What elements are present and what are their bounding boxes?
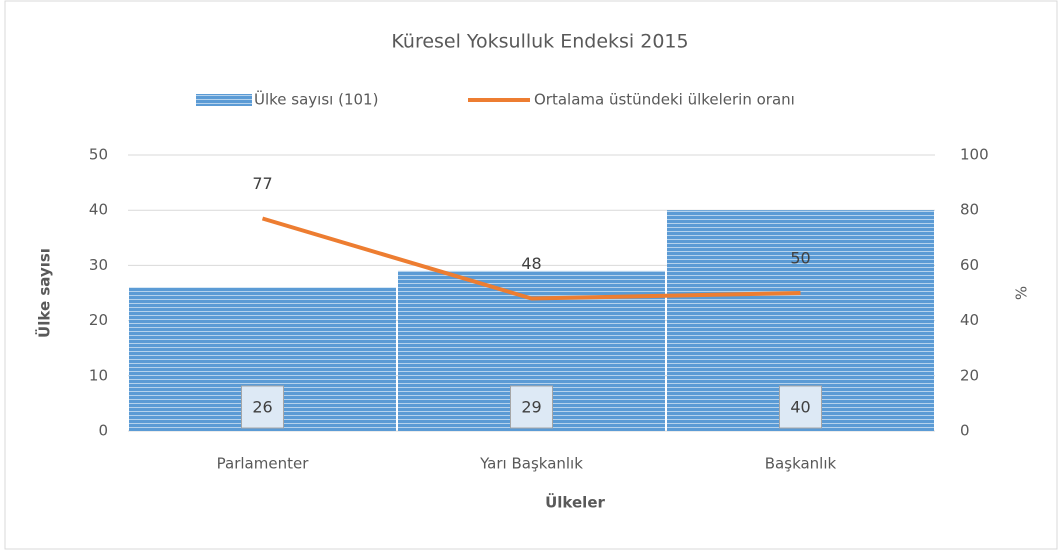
legend-label: Ortalama üstündeki ülkelerin oranı (534, 91, 795, 109)
y2-tick-label: 40 (960, 311, 979, 329)
legend-swatch (196, 94, 252, 106)
data-label-box (779, 385, 822, 429)
chart-title: Küresel Yoksulluk Endeksi 2015 (391, 31, 688, 53)
y-tick-label: 50 (89, 146, 108, 164)
data-label: 40 (790, 398, 810, 417)
data-label: 29 (521, 398, 541, 417)
data-label: 48 (521, 254, 541, 273)
data-label-box (241, 385, 284, 429)
y-tick-label: 10 (89, 366, 108, 384)
y-tick-label: 0 (98, 422, 108, 440)
y-tick-label: 40 (89, 201, 108, 219)
x-tick-label: Parlamenter (217, 455, 310, 473)
y2-tick-label: 60 (960, 256, 979, 274)
y-tick-label: 20 (89, 311, 108, 329)
y-tick-label: 30 (89, 256, 108, 274)
x-tick-label: Başkanlık (765, 455, 837, 473)
data-label: 26 (252, 398, 272, 417)
y-axis-title: Ülke sayısı (35, 248, 54, 338)
data-label: 77 (252, 174, 272, 193)
y2-tick-label: 80 (960, 201, 979, 219)
y2-tick-label: 20 (960, 366, 979, 384)
y2-tick-label: 0 (960, 422, 970, 440)
x-tick-label: Yarı Başkanlık (479, 455, 583, 473)
legend-label: Ülke sayısı (101) (254, 90, 378, 109)
y2-tick-label: 100 (960, 146, 989, 164)
data-label-box (510, 385, 553, 429)
y2-axis-title: % (1013, 286, 1031, 300)
line (261, 216, 801, 301)
x-axis-title: Ülkeler (545, 493, 605, 512)
data-label: 50 (790, 249, 810, 268)
